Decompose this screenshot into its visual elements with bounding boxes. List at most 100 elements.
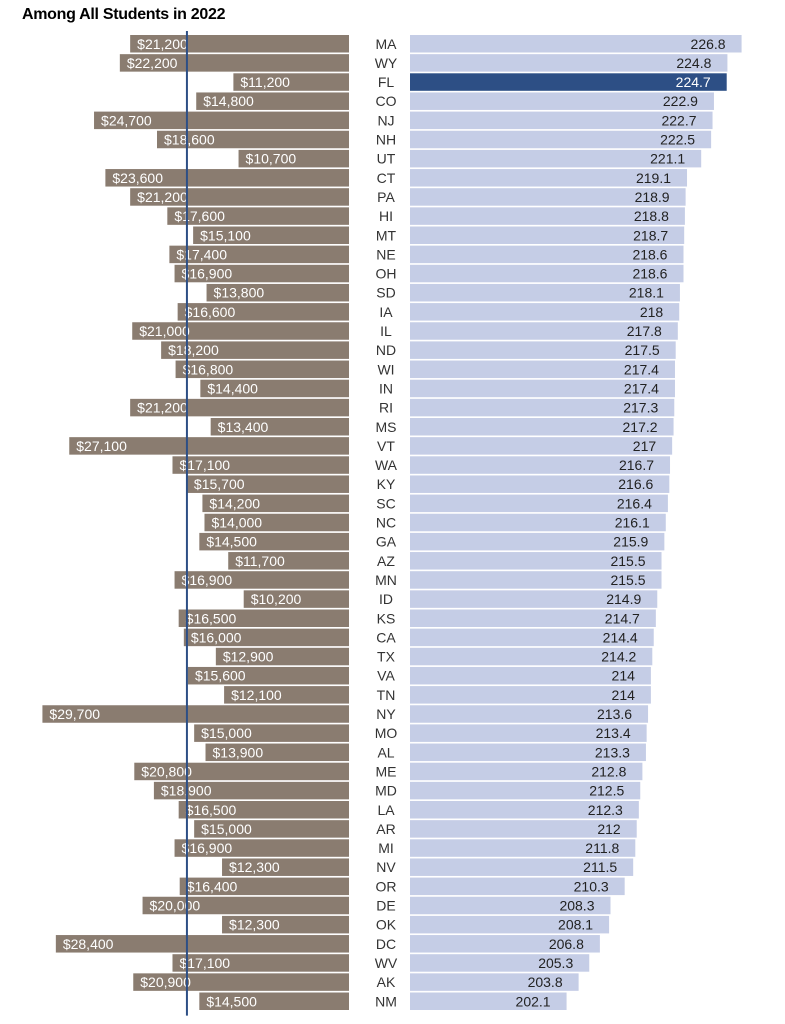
spending-bar-nc — [204, 513, 349, 532]
spending-bar-dc — [55, 935, 349, 953]
score-label-id: 214.9 — [606, 591, 641, 607]
score-bar-dc — [410, 935, 600, 953]
score-bar-ma — [410, 35, 742, 53]
spending-label-ny: $29,700 — [49, 706, 100, 722]
score-label-nj: 222.7 — [661, 112, 696, 128]
state-label-ok: OK — [376, 917, 397, 933]
state-label-va: VA — [377, 668, 395, 684]
score-label-ne: 218.6 — [632, 246, 667, 262]
score-bar-vt — [410, 437, 673, 455]
spending-label-ky: $15,700 — [194, 476, 245, 492]
score-label-mi: 211.8 — [585, 840, 619, 856]
score-label-tx: 214.2 — [601, 649, 636, 665]
spending-bars: $21,200 $22,200 $11,200 $14,800 $24,700 $18,6… — [42, 35, 350, 1010]
score-bar-ga — [410, 532, 665, 551]
score-bar-az — [410, 552, 662, 570]
spending-bar-sd — [206, 283, 349, 302]
score-bar-wa — [410, 456, 671, 474]
score-label-de: 208.3 — [559, 898, 594, 914]
spending-label-ms: $13,400 — [218, 419, 269, 435]
score-label-ks: 214.7 — [605, 610, 640, 626]
state-label-nv: NV — [376, 859, 396, 875]
spending-label-ma: $21,200 — [137, 36, 188, 52]
spending-bar-tn — [224, 686, 349, 704]
score-label-in: 217.4 — [624, 380, 659, 396]
score-label-ak: 203.8 — [528, 974, 563, 990]
score-label-ut: 221.1 — [650, 151, 685, 167]
score-bar-nv — [410, 858, 634, 876]
spending-bar-hi — [167, 207, 349, 225]
spending-bar-nj — [94, 111, 349, 130]
state-label-ca: CA — [376, 629, 396, 645]
score-bar-fl — [410, 73, 727, 91]
state-label-in: IN — [379, 380, 393, 396]
spending-bar-wv — [172, 954, 349, 972]
score-bar-ne — [410, 245, 684, 264]
score-label-oh: 218.6 — [632, 266, 667, 282]
spending-bar-ar — [194, 820, 349, 838]
score-label-wa: 216.7 — [619, 457, 654, 473]
state-label-la: LA — [377, 802, 395, 818]
score-bar-me — [410, 762, 643, 781]
score-bar-or — [410, 877, 625, 896]
score-bar-ny — [410, 705, 649, 723]
state-label-md: MD — [375, 783, 397, 799]
state-label-nj: NJ — [377, 112, 394, 128]
state-label-nh: NH — [376, 132, 396, 148]
spending-bar-ok — [222, 915, 349, 934]
state-label-vt: VT — [377, 438, 395, 454]
state-label-wv: WV — [375, 955, 398, 971]
score-label-ca: 214.4 — [603, 629, 638, 645]
state-label-wy: WY — [375, 55, 398, 71]
score-bar-ok — [410, 915, 610, 934]
state-label-nd: ND — [376, 342, 396, 358]
score-bar-md — [410, 781, 641, 800]
state-label-ak: AK — [377, 974, 396, 990]
spending-bar-ky — [186, 475, 349, 493]
score-label-fl: 224.7 — [676, 74, 711, 90]
state-label-ms: MS — [376, 419, 397, 435]
state-label-ky: KY — [377, 476, 396, 492]
spending-bar-in — [200, 379, 349, 398]
score-label-nc: 216.1 — [615, 515, 650, 531]
spending-label-de: $20,000 — [150, 898, 201, 914]
spending-label-al: $13,900 — [213, 744, 264, 760]
spending-label-ga: $14,500 — [206, 534, 257, 550]
score-bar-nm — [410, 992, 567, 1010]
score-label-va: 214 — [612, 668, 636, 684]
spending-label-id: $10,200 — [251, 591, 302, 607]
spending-label-sd: $13,800 — [214, 285, 265, 301]
score-bar-ar — [410, 820, 637, 838]
spending-label-wv: $17,100 — [179, 955, 230, 971]
score-label-vt: 217 — [633, 438, 657, 454]
spending-bar-mt — [193, 226, 349, 244]
spending-bar-id — [243, 590, 349, 608]
state-label-ks: KS — [377, 610, 396, 626]
spending-label-hi: $17,600 — [174, 208, 225, 224]
score-bar-il — [410, 322, 678, 340]
spending-label-ks: $16,500 — [186, 610, 237, 626]
spending-label-az: $11,700 — [235, 553, 285, 569]
state-label-ga: GA — [376, 534, 397, 550]
spending-label-nv: $12,300 — [229, 859, 280, 875]
score-bar-ri — [410, 398, 675, 417]
score-bar-oh — [410, 264, 684, 283]
state-label-ar: AR — [376, 821, 395, 837]
state-label-ct: CT — [377, 170, 396, 186]
spending-label-ut: $10,700 — [246, 151, 297, 167]
spending-label-ak: $20,900 — [140, 974, 191, 990]
state-label-oh: OH — [376, 266, 397, 282]
score-bar-id — [410, 590, 658, 608]
score-label-mn: 215.5 — [610, 572, 645, 588]
score-label-ny: 213.6 — [597, 706, 632, 722]
spending-bar-ne — [169, 245, 349, 264]
spending-bar-mi — [174, 839, 349, 857]
score-label-mt: 218.7 — [633, 227, 668, 243]
state-label-il: IL — [380, 323, 392, 339]
state-label-wi: WI — [377, 361, 394, 377]
score-bar-pa — [410, 188, 686, 206]
spending-label-mo: $15,000 — [201, 725, 252, 741]
score-label-az: 215.5 — [610, 553, 645, 569]
spending-bar-ct — [105, 169, 349, 187]
spending-bar-ri — [130, 398, 349, 417]
